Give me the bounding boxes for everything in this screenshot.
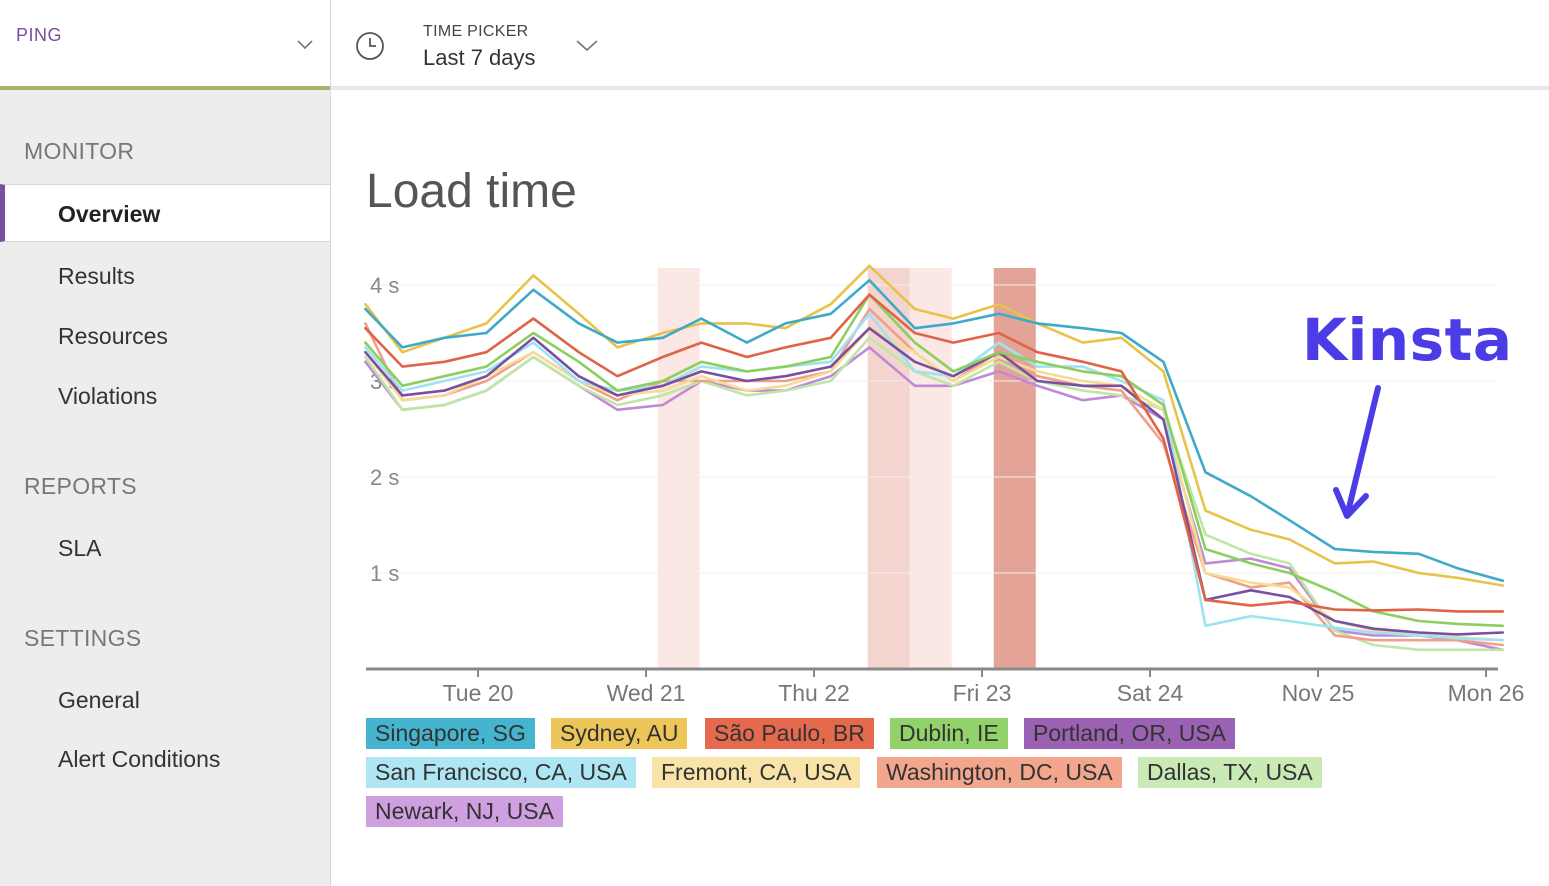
legend-item-dallas-tx-usa[interactable]: Dallas, TX, USA xyxy=(1138,757,1322,788)
sidebar-item-alert-conditions[interactable]: Alert Conditions xyxy=(58,746,221,772)
sidebar-item-results[interactable]: Results xyxy=(58,263,135,289)
clock-icon xyxy=(356,32,384,60)
legend-item-washington-dc-usa[interactable]: Washington, DC, USA xyxy=(877,757,1122,788)
section-reports: REPORTS xyxy=(24,473,137,499)
highlight-band-3 xyxy=(993,268,1036,669)
app-selector[interactable]: PING xyxy=(0,0,330,90)
sidebar: PING MONITOR Overview Results Resources … xyxy=(0,0,331,886)
y-tick-label: 3 s xyxy=(370,369,399,394)
series-line-newark-nj-usa xyxy=(364,346,1505,652)
x-tick-label: Nov 25 xyxy=(1282,680,1355,706)
section-monitor: MONITOR xyxy=(24,138,135,164)
legend-item-dublin-ie[interactable]: Dublin, IE xyxy=(890,718,1008,749)
annotation-arrow xyxy=(1345,385,1381,515)
chevron-down-icon xyxy=(297,40,313,50)
legend-item-newark-nj-usa[interactable]: Newark, NJ, USA xyxy=(366,796,563,827)
annotation-arrow-head xyxy=(1333,487,1369,519)
y-tick-label: 1 s xyxy=(370,561,399,586)
sidebar-item-general[interactable]: General xyxy=(58,687,140,713)
y-tick-label: 4 s xyxy=(370,273,399,298)
chevron-down-icon xyxy=(576,40,598,52)
time-picker-label: TIME PICKER xyxy=(423,23,529,40)
legend-item-san-francisco-ca-usa[interactable]: San Francisco, CA, USA xyxy=(366,757,636,788)
time-picker-value: Last 7 days xyxy=(423,45,536,70)
sidebar-item-overview[interactable]: Overview xyxy=(0,184,330,242)
series-line-fremont-ca-usa xyxy=(364,326,1505,642)
legend-item-s-o-paulo-br[interactable]: São Paulo, BR xyxy=(705,718,874,749)
y-tick-label: 2 s xyxy=(370,465,399,490)
legend-item-singapore-sg[interactable]: Singapore, SG xyxy=(366,718,535,749)
series-line-dallas-tx-usa xyxy=(364,336,1505,652)
sidebar-item-violations[interactable]: Violations xyxy=(58,383,158,409)
x-tick-label: Thu 22 xyxy=(778,680,850,706)
sidebar-item-resources[interactable]: Resources xyxy=(58,323,168,349)
legend-item-fremont-ca-usa[interactable]: Fremont, CA, USA xyxy=(652,757,861,788)
sidebar-item-sla[interactable]: SLA xyxy=(58,535,102,561)
highlight-band-1 xyxy=(867,268,910,669)
highlight-band-2 xyxy=(909,268,952,669)
x-tick-label: Tue 20 xyxy=(443,680,514,706)
x-tick-label: Wed 21 xyxy=(607,680,686,706)
x-tick-label: Sat 24 xyxy=(1117,680,1184,706)
kinsta-annotation: Kinsta xyxy=(1302,306,1513,374)
time-picker[interactable]: TIME PICKER Last 7 days xyxy=(331,0,1549,90)
legend-item-portland-or-usa[interactable]: Portland, OR, USA xyxy=(1024,718,1236,749)
legend-item-sydney-au[interactable]: Sydney, AU xyxy=(551,718,688,749)
app-name: PING xyxy=(16,25,63,45)
highlight-band-0 xyxy=(657,268,700,669)
x-tick-label: Fri 23 xyxy=(953,680,1012,706)
section-settings: SETTINGS xyxy=(24,625,142,651)
page-title: Load time xyxy=(366,165,577,218)
series-line-portland-or-usa xyxy=(364,326,1505,636)
x-tick-label: Mon 26 xyxy=(1448,680,1525,706)
